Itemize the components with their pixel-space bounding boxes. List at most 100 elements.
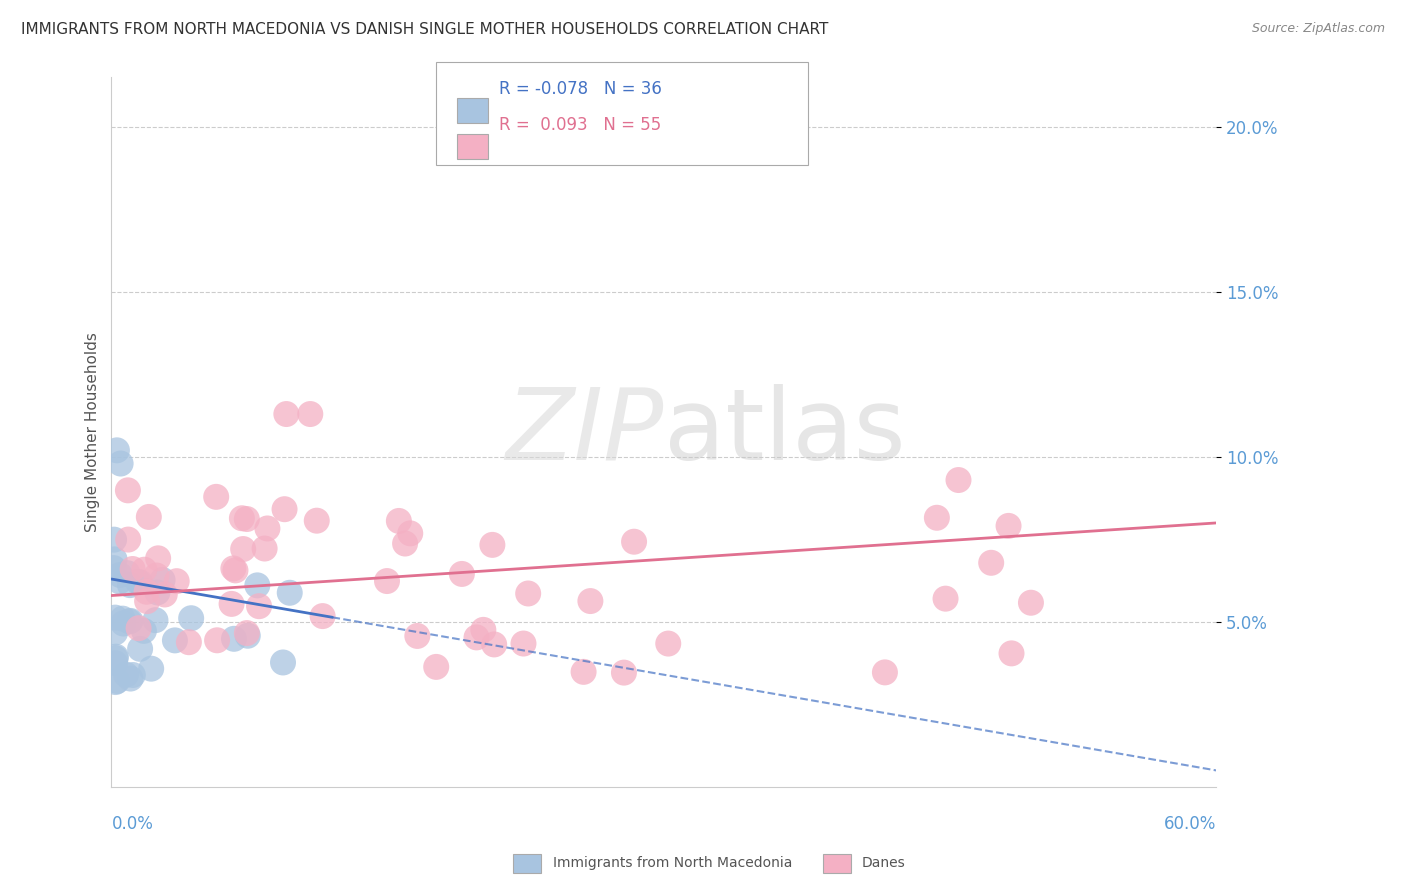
Point bbox=[236, 626, 259, 640]
Point bbox=[104, 656, 127, 670]
Point bbox=[278, 586, 301, 600]
Point bbox=[1019, 596, 1042, 610]
Point bbox=[177, 635, 200, 649]
Point bbox=[246, 578, 269, 592]
Point bbox=[224, 563, 246, 577]
Point bbox=[517, 586, 540, 600]
Point bbox=[572, 665, 595, 679]
Point bbox=[236, 512, 259, 526]
Point bbox=[103, 552, 125, 566]
Point bbox=[145, 568, 167, 582]
Point bbox=[118, 615, 141, 629]
Point bbox=[104, 610, 127, 624]
Text: R =  0.093   N = 55: R = 0.093 N = 55 bbox=[499, 116, 661, 134]
Point bbox=[163, 633, 186, 648]
Point bbox=[117, 566, 139, 581]
Point bbox=[276, 407, 298, 421]
Point bbox=[136, 594, 159, 608]
Point bbox=[145, 613, 167, 627]
Point bbox=[132, 624, 155, 638]
Y-axis label: Single Mother Households: Single Mother Households bbox=[86, 332, 100, 533]
Point bbox=[873, 665, 896, 680]
Point bbox=[127, 574, 149, 589]
Point bbox=[115, 667, 138, 681]
Point bbox=[128, 621, 150, 635]
Point bbox=[108, 574, 131, 589]
Point bbox=[236, 629, 259, 643]
Point bbox=[141, 662, 163, 676]
Point bbox=[205, 633, 228, 648]
Point bbox=[657, 636, 679, 650]
Point bbox=[948, 473, 970, 487]
Point bbox=[273, 502, 295, 516]
Point bbox=[112, 616, 135, 631]
Point bbox=[481, 538, 503, 552]
Point bbox=[153, 587, 176, 601]
Point bbox=[311, 609, 333, 624]
Point bbox=[135, 584, 157, 599]
Point bbox=[103, 533, 125, 547]
Point bbox=[425, 660, 447, 674]
Point bbox=[180, 611, 202, 625]
Text: 0.0%: 0.0% bbox=[111, 815, 153, 833]
Point bbox=[121, 562, 143, 576]
Point bbox=[108, 568, 131, 582]
Text: 60.0%: 60.0% bbox=[1164, 815, 1216, 833]
Point bbox=[134, 563, 156, 577]
Point bbox=[117, 483, 139, 498]
Point bbox=[482, 637, 505, 651]
Point bbox=[104, 651, 127, 665]
Point bbox=[138, 510, 160, 524]
Point bbox=[256, 521, 278, 535]
Point bbox=[451, 566, 474, 581]
Text: Danes: Danes bbox=[862, 856, 905, 871]
Point bbox=[579, 594, 602, 608]
Point bbox=[247, 599, 270, 614]
Point bbox=[472, 623, 495, 637]
Point bbox=[104, 675, 127, 690]
Point bbox=[221, 597, 243, 611]
Point bbox=[935, 591, 957, 606]
Point bbox=[152, 573, 174, 587]
Text: IMMIGRANTS FROM NORTH MACEDONIA VS DANISH SINGLE MOTHER HOUSEHOLDS CORRELATION C: IMMIGRANTS FROM NORTH MACEDONIA VS DANIS… bbox=[21, 22, 828, 37]
Point bbox=[299, 407, 322, 421]
Point bbox=[104, 649, 127, 664]
Text: R = -0.078   N = 36: R = -0.078 N = 36 bbox=[499, 80, 662, 98]
Point bbox=[118, 578, 141, 592]
Text: Immigrants from North Macedonia: Immigrants from North Macedonia bbox=[553, 856, 792, 871]
Point bbox=[146, 551, 169, 566]
Point bbox=[980, 556, 1002, 570]
Point bbox=[271, 656, 294, 670]
Point bbox=[613, 665, 636, 680]
Point bbox=[122, 668, 145, 682]
Point bbox=[222, 632, 245, 646]
Point bbox=[305, 514, 328, 528]
Point bbox=[375, 574, 398, 588]
Point bbox=[110, 457, 132, 471]
Point bbox=[120, 614, 142, 628]
Text: atlas: atlas bbox=[664, 384, 905, 481]
Point bbox=[105, 443, 128, 458]
Point bbox=[105, 673, 128, 688]
Point bbox=[104, 625, 127, 640]
Point bbox=[394, 536, 416, 550]
Point bbox=[129, 641, 152, 656]
Point bbox=[925, 510, 948, 524]
Point bbox=[388, 514, 411, 528]
Point bbox=[120, 672, 142, 686]
Text: ZIP: ZIP bbox=[506, 384, 664, 481]
Point bbox=[205, 490, 228, 504]
Point bbox=[103, 561, 125, 575]
Point bbox=[231, 511, 253, 525]
Point bbox=[232, 542, 254, 557]
Point bbox=[146, 585, 169, 599]
Point bbox=[623, 534, 645, 549]
Point bbox=[399, 526, 422, 541]
Point bbox=[406, 629, 429, 643]
Point bbox=[465, 631, 488, 645]
Point bbox=[512, 636, 534, 650]
Point bbox=[253, 541, 276, 556]
Point bbox=[129, 575, 152, 590]
Point bbox=[997, 519, 1019, 533]
Point bbox=[222, 561, 245, 575]
